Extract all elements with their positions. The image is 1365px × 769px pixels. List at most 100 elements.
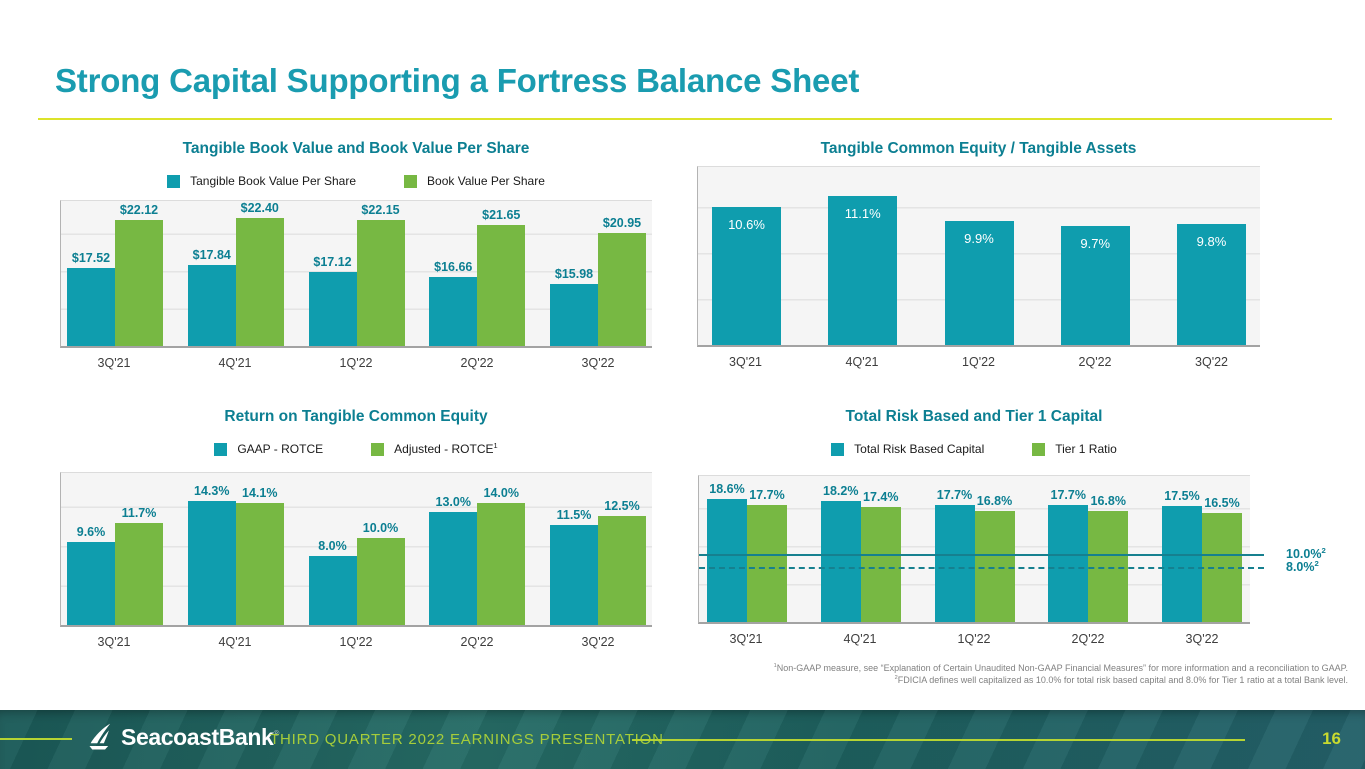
footnotes: 1Non-GAAP measure, see “Explanation of C… <box>774 663 1348 686</box>
bar-group: 9.9% <box>944 167 1014 345</box>
bar-column: $20.95 <box>598 201 646 346</box>
bar-group: 11.5% 12.5% <box>550 473 646 625</box>
legend-label: Tangible Book Value Per Share <box>190 174 357 188</box>
bar-column: 16.5% <box>1202 476 1242 622</box>
bar-value-label: 8.0% <box>318 538 347 553</box>
bar <box>67 268 115 346</box>
reference-sup: 2 <box>1314 558 1319 568</box>
chart-title: Tangible Book Value and Book Value Per S… <box>182 140 530 157</box>
bar-column: $16.66 <box>429 201 478 346</box>
bar-column: 11.5% <box>550 473 598 625</box>
x-axis-label: 3Q'21 <box>97 356 131 370</box>
x-axis-label: 2Q'22 <box>460 356 494 370</box>
bar-column: 11.1% <box>828 167 898 345</box>
bar-value-label: 10.0% <box>362 521 399 536</box>
bar <box>308 272 357 346</box>
bar-value-label: $22.40 <box>240 201 279 215</box>
bar-column: $15.98 <box>550 201 598 346</box>
bar-column: 14.1% <box>235 473 284 625</box>
bar-value-label: $17.52 <box>71 251 111 266</box>
chart-x-axis: 3Q'21 4Q'21 1Q'22 2Q'22 3Q'22 <box>697 355 1260 369</box>
bar-column: $22.40 <box>235 201 284 346</box>
bar: 9.7% <box>1060 225 1130 345</box>
bar <box>235 502 284 625</box>
bar <box>1162 505 1202 622</box>
reference-line-label: 10.0%2 <box>1286 545 1326 561</box>
bar-column: 9.7% <box>1060 167 1130 345</box>
bar-value-label: 16.8% <box>976 493 1013 508</box>
bar-column: 17.4% <box>860 476 901 622</box>
bar <box>860 506 901 622</box>
seacoast-logo: SeacoastBank® <box>86 721 279 753</box>
bar-value-label: $15.98 <box>554 267 594 282</box>
bar-column: $17.84 <box>187 201 236 346</box>
bar-value-label: 9.9% <box>964 231 994 247</box>
x-axis-label: 4Q'21 <box>843 632 877 646</box>
bar-group: 10.6% <box>712 167 781 345</box>
bar-value-label: 17.4% <box>863 489 899 504</box>
page-number: 16 <box>1322 729 1341 748</box>
bar-group: $17.12 $22.15 <box>308 201 405 346</box>
x-axis-label: 1Q'22 <box>339 635 373 649</box>
bar <box>235 218 284 346</box>
bar-group: 17.7% 16.8% <box>934 476 1015 622</box>
title-underline <box>38 118 1332 120</box>
bar-column: 16.8% <box>1088 476 1129 622</box>
reference-line: 8.0%2 <box>699 559 1319 574</box>
reference-line: 10.0%2 <box>699 546 1326 561</box>
x-axis-label: 2Q'22 <box>460 635 494 649</box>
bar-column: 14.0% <box>477 473 526 625</box>
bar <box>477 225 526 346</box>
chart-title: Tangible Common Equity / Tangible Assets <box>820 140 1137 157</box>
bar-value-label: 11.5% <box>556 508 592 523</box>
legend-label: Book Value Per Share <box>427 174 545 188</box>
bar-group: $16.66 $21.65 <box>429 201 526 346</box>
bar-group: 17.7% 16.8% <box>1048 476 1129 622</box>
footer-right-line <box>632 739 1245 741</box>
bar-column: 16.8% <box>974 476 1015 622</box>
bar <box>356 538 405 625</box>
bar-value-label: $22.12 <box>119 203 159 218</box>
footer-presentation-title: THIRD QUARTER 2022 EARNINGS PRESENTATION <box>270 731 664 748</box>
bar-group: $15.98 $20.95 <box>550 201 646 346</box>
footer-left-line <box>0 738 72 740</box>
x-axis-label: 3Q'21 <box>729 632 763 646</box>
chart-risk-based-tier1-capital: Total Risk Based and Tier 1 Capital Tota… <box>698 408 1326 646</box>
bar-column: 11.7% <box>115 473 163 625</box>
bar-value-label: 9.7% <box>1080 235 1111 251</box>
x-axis-label: 4Q'21 <box>845 355 879 369</box>
chart-tce-tangible-assets: Tangible Common Equity / Tangible Assets… <box>697 140 1260 369</box>
x-axis-label: 3Q'22 <box>581 635 615 649</box>
x-axis-label: 4Q'21 <box>218 356 252 370</box>
bar-group: $17.84 $22.40 <box>187 201 284 346</box>
seacoast-sail-icon <box>86 721 114 753</box>
bar-value-label: 13.0% <box>435 495 471 510</box>
bar <box>974 510 1015 622</box>
bar-column: 9.9% <box>944 167 1014 345</box>
seacoast-logo-text: SeacoastBank® <box>121 723 279 750</box>
bar-value-label: 9.8% <box>1196 233 1227 249</box>
bar-value-label: 17.7% <box>749 487 785 502</box>
footnote-line: 2FDICIA defines well capitalized as 10.0… <box>774 675 1348 687</box>
chart-plot-area: 10.6% 11.1% 9.9% 9.7% 9.8% <box>697 166 1260 347</box>
bar-group: 14.3% 14.1% <box>187 473 284 625</box>
bar-group: 11.1% <box>828 167 898 345</box>
legend-swatch <box>404 174 418 188</box>
x-axis-label: 3Q'21 <box>97 635 131 649</box>
legend-swatch <box>831 442 845 456</box>
registered-mark: ® <box>273 728 279 738</box>
bar-value-label: 18.6% <box>709 481 745 496</box>
chart-x-axis: 3Q'21 4Q'21 1Q'22 2Q'22 3Q'22 <box>60 356 652 370</box>
chart-return-on-tce: Return on Tangible Common Equity GAAP - … <box>60 408 652 649</box>
bar-value-label: 11.1% <box>844 206 881 222</box>
bar <box>115 220 163 346</box>
bar <box>707 498 747 622</box>
legend-label: GAAP - ROTCE <box>237 442 324 456</box>
bar-value-label: 11.7% <box>121 506 157 521</box>
bar-group: 9.6% 11.7% <box>67 473 163 625</box>
bar-value-label: $22.15 <box>361 203 400 218</box>
bar-column: 9.6% <box>67 473 115 625</box>
bar <box>115 523 163 625</box>
bar <box>429 512 478 625</box>
